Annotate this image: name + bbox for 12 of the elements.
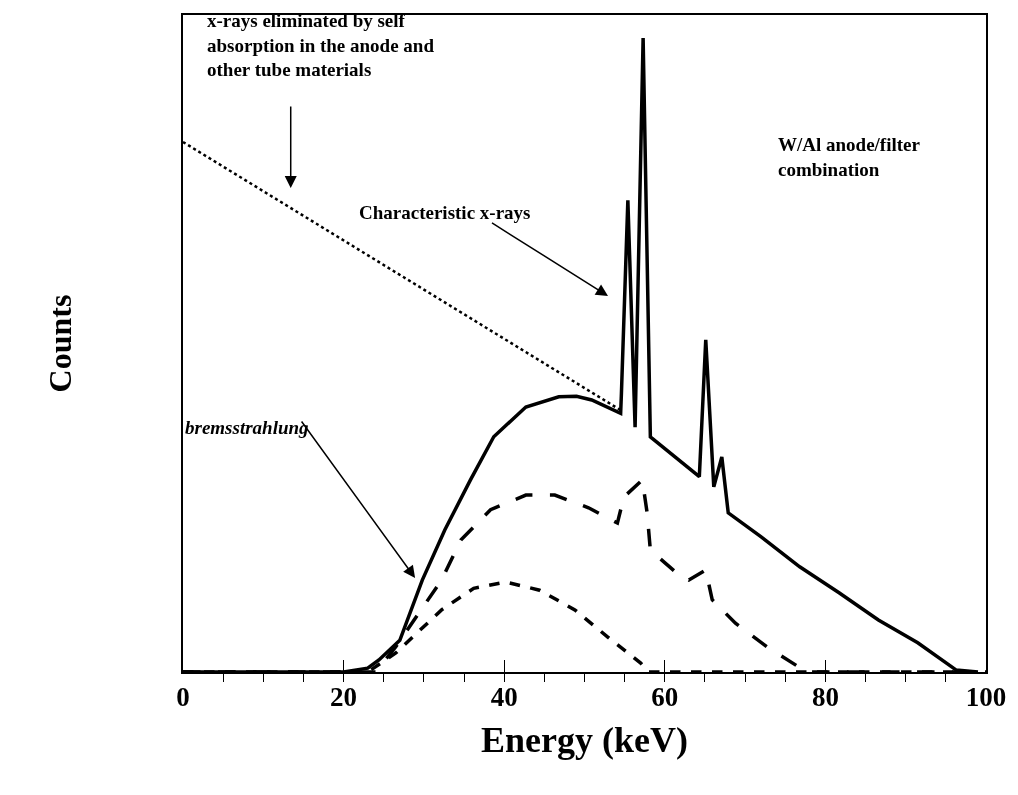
x-tick-label: 0	[176, 682, 190, 713]
annotation: x-rays eliminated by self absorption in the anode and other tube materials	[207, 10, 435, 81]
y-axis-title: Counts	[41, 294, 78, 393]
x-tick-label: 40	[490, 682, 518, 713]
annotation: bremsstrahlung	[185, 417, 309, 438]
x-tick-label: 20	[330, 682, 358, 713]
annotation: Characteristic x-rays	[359, 202, 531, 223]
x-tick-label: 80	[811, 682, 839, 713]
x-tick-label: 100	[965, 682, 1007, 713]
x-tick-label: 60	[651, 682, 679, 713]
x-axis-title: Energy (keV)	[481, 719, 688, 760]
annotation: W/Al anode/filter combination	[778, 134, 921, 180]
